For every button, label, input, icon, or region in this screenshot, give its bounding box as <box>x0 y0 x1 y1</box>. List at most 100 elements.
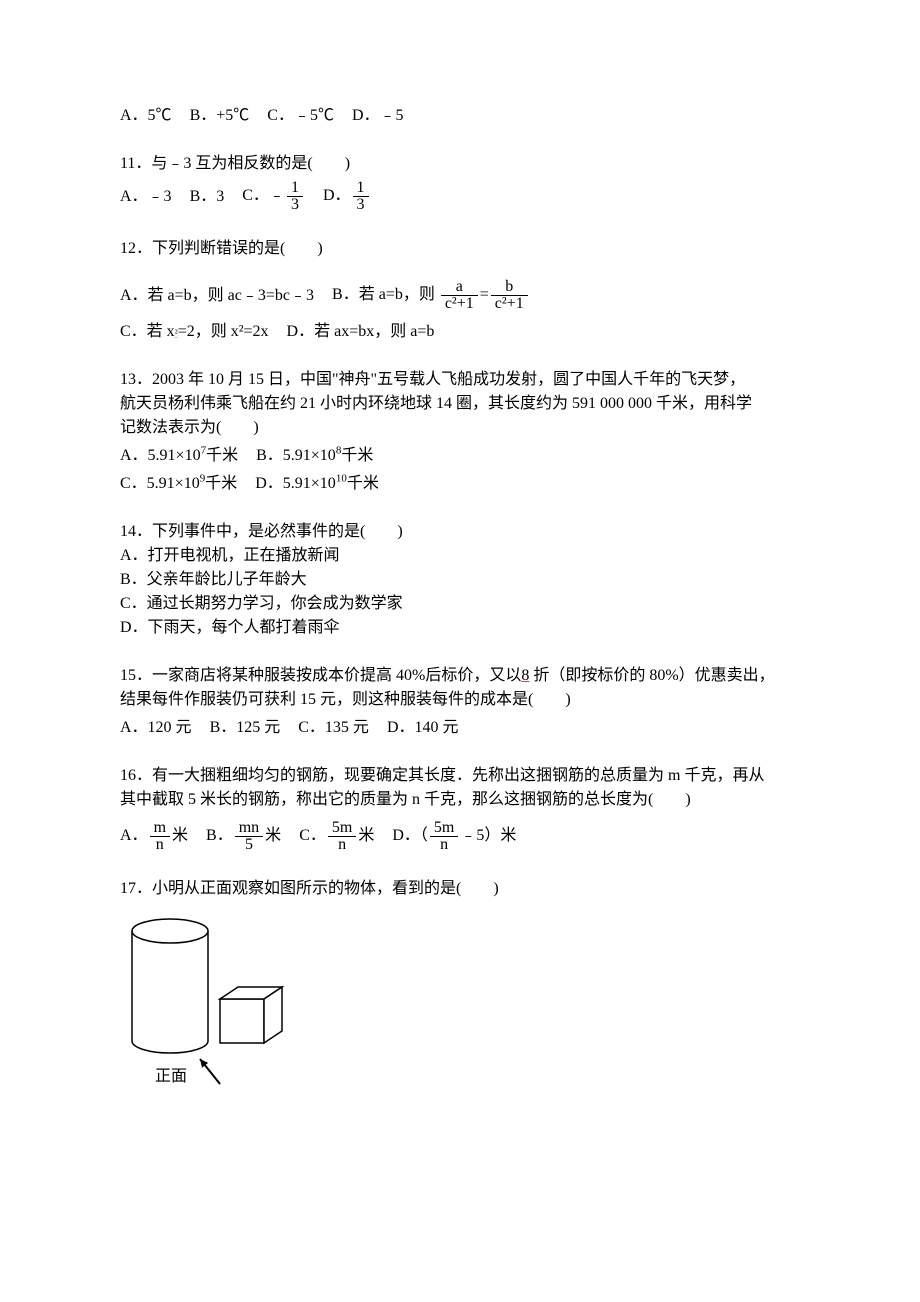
opt13a-t: 千米 <box>206 447 238 464</box>
stem-15-l1: 15．一家商店将某种服装按成本价提高 40%后标价，又以8 折（即按标价的 80… <box>120 664 810 688</box>
frac-16-b: mn5 <box>235 820 263 853</box>
option-11-d-prefix: D． <box>323 187 351 204</box>
stem-11: 11．与﹣3 互为相反数的是( ) <box>120 152 810 176</box>
opt13c-p: C．5.91×10 <box>120 475 200 492</box>
options-16: A．mn米 B．mn5米 C．5mn米 D．（5mn﹣5）米 <box>120 820 810 853</box>
opt16c-p: C． <box>299 827 326 844</box>
options-13-row2: C．5.91×109千米 D．5.91×1010千米 <box>120 472 810 496</box>
option-15-d: D．140 元 <box>387 716 459 740</box>
frac16b-den: 5 <box>235 837 263 853</box>
frac16c-den: n <box>328 837 356 853</box>
option-11-b: B．3 <box>190 185 225 209</box>
opt16b-t: 米 <box>265 827 281 844</box>
option-15-c: C．135 元 <box>298 716 369 740</box>
option-15-a: A．120 元 <box>120 716 192 740</box>
option-16-c: C．5mn米 <box>299 820 374 853</box>
option-11-a: A．﹣3 <box>120 185 172 209</box>
opt16d-t: ）米 <box>484 827 516 844</box>
option-10-c: C．﹣5℃ <box>267 104 334 128</box>
figure-17: 正面 <box>120 909 810 1097</box>
question-11: 11．与﹣3 互为相反数的是( ) A．﹣3 B．3 C．﹣13 D．13 <box>120 152 810 213</box>
option-12-b-prefix: B．若 a=b，则 <box>332 286 439 303</box>
opt13b-t: 千米 <box>341 447 373 464</box>
question-15: 15．一家商店将某种服装按成本价提高 40%后标价，又以8 折（即按标价的 80… <box>120 664 810 740</box>
question-14: 14．下列事件中，是必然事件的是( ) A．打开电视机，正在播放新闻 B．父亲年… <box>120 520 810 640</box>
frac16a-den: n <box>150 837 170 853</box>
stem-12: 12．下列判断错误的是( ) <box>120 237 810 261</box>
opt16a-p: A． <box>120 827 148 844</box>
stem-17: 17．小明从正面观察如图所示的物体，看到的是( ) <box>120 877 810 901</box>
fraction-12-b-right: bc²+1 <box>491 279 528 312</box>
frac-11-d-num: 1 <box>353 180 369 197</box>
options-15: A．120 元 B．125 元 C．135 元 D．140 元 <box>120 716 810 740</box>
opt13d-s: 10 <box>336 473 347 485</box>
option-15-b: B．125 元 <box>210 716 281 740</box>
frac16b-num: mn <box>235 820 263 837</box>
options-10: A．5℃ B．+5℃ C．﹣5℃ D．﹣5 <box>120 104 810 128</box>
options-11: A．﹣3 B．3 C．﹣13 D．13 <box>120 180 810 213</box>
stem-13-l3: 记数法表示为( ) <box>120 416 810 440</box>
frac-12-br-num: b <box>491 279 528 296</box>
option-14-c: C．通过长期努力学习，你会成为数学家 <box>120 592 810 616</box>
frac-16-d: 5mn <box>430 820 458 853</box>
option-10-a: A．5℃ <box>120 104 172 128</box>
frac16d-num: 5m <box>430 820 458 837</box>
option-12-c: C．若 x²=2，则 x²=2x <box>120 320 269 344</box>
options-13-row1: A．5.91×107千米 B．5.91×108千米 <box>120 444 810 468</box>
option-12-b: B．若 a=b，则 ac²+1=bc²+1 <box>332 279 530 312</box>
stem-16-l1: 16．有一大捆粗细均匀的钢筋，现要确定其长度．先称出这捆钢筋的总质量为 m 千克… <box>120 764 810 788</box>
frac16c-num: 5m <box>328 820 356 837</box>
frac-12-bl-num: a <box>441 279 478 296</box>
option-13-a: A．5.91×107千米 <box>120 444 238 468</box>
option-10-b: B．+5℃ <box>190 104 250 128</box>
stem-13-l2: 航天员杨利伟乘飞船在约 21 小时内环绕地球 14 圈，其长度约为 591 00… <box>120 392 810 416</box>
frac-11-c-num: 1 <box>287 180 303 197</box>
stem-13-l1: 13．2003 年 10 月 15 日，中国"神舟"五号载人飞船成功发射，圆了中… <box>120 368 810 392</box>
option-16-d: D．（5mn﹣5）米 <box>392 820 516 853</box>
svg-text:正面: 正面 <box>155 1068 187 1085</box>
opt13c-t: 千米 <box>205 475 237 492</box>
stem-15-l2: 结果每件作服装仍可获利 15 元，则这种服装每件的成本是( ) <box>120 688 810 712</box>
option-10-d: D．﹣5 <box>352 104 404 128</box>
option-11-c: C．﹣13 <box>242 180 305 213</box>
frac-16-c: 5mn <box>328 820 356 853</box>
opt16d-mid: ﹣5 <box>460 827 484 844</box>
frac-11-c-den: 3 <box>287 197 303 213</box>
frac16a-num: m <box>150 820 170 837</box>
stem-15-l1b: 折（即按标价的 80%）优惠卖出， <box>529 667 774 684</box>
option-13-d: D．5.91×1010千米 <box>255 472 379 496</box>
question-13: 13．2003 年 10 月 15 日，中国"神舟"五号载人飞船成功发射，圆了中… <box>120 368 810 496</box>
stem-16-l2: 其中截取 5 米长的钢筋，称出它的质量为 n 千克，那么这捆钢筋的总长度为( ) <box>120 788 810 812</box>
frac-12-bl-den: c²+1 <box>441 296 478 312</box>
option-16-b: B．mn5米 <box>206 820 281 853</box>
option-14-a: A．打开电视机，正在播放新闻 <box>120 544 810 568</box>
opt13d-t: 千米 <box>347 475 379 492</box>
option-13-c: C．5.91×109千米 <box>120 472 237 496</box>
option-11-c-prefix: C．﹣ <box>242 187 285 204</box>
option-12-c-suffix: =2，则 x²=2x <box>178 323 269 340</box>
opt13a-p: A．5.91×10 <box>120 447 201 464</box>
fraction-12-b-left: ac²+1 <box>441 279 478 312</box>
options-12-row1: A．若 a=b，则 ac﹣3=bc﹣3 B．若 a=b，则 ac²+1=bc²+… <box>120 279 810 312</box>
frac-11-d-den: 3 <box>353 197 369 213</box>
opt16b-p: B． <box>206 827 233 844</box>
option-16-a: A．mn米 <box>120 820 188 853</box>
question-10-options: A．5℃ B．+5℃ C．﹣5℃ D．﹣5 <box>120 104 810 128</box>
option-14-d: D．下雨天，每个人都打着雨伞 <box>120 616 810 640</box>
opt13d-p: D．5.91×10 <box>255 475 336 492</box>
opt13b-p: B．5.91×10 <box>256 447 336 464</box>
options-12-row2: C．若 x²=2，则 x²=2x D．若 ax=bx，则 a=b <box>120 320 810 344</box>
figure-17-svg: 正面 <box>120 909 290 1089</box>
question-16: 16．有一大捆粗细均匀的钢筋，现要确定其长度．先称出这捆钢筋的总质量为 m 千克… <box>120 764 810 853</box>
fraction-11-d: 13 <box>353 180 369 213</box>
opt16d-p: D．（ <box>392 827 428 844</box>
frac16d-den: n <box>430 837 458 853</box>
stem-15-l1a: 15．一家商店将某种服装按成本价提高 40%后标价，又以 <box>120 667 521 684</box>
option-13-b: B．5.91×108千米 <box>256 444 373 468</box>
option-12-a: A．若 a=b，则 ac﹣3=bc﹣3 <box>120 284 314 308</box>
opt16c-t: 米 <box>358 827 374 844</box>
option-12-d: D．若 ax=bx，则 a=b <box>287 320 435 344</box>
option-14-b: B．父亲年龄比儿子年龄大 <box>120 568 810 592</box>
opt16a-t: 米 <box>172 827 188 844</box>
option-12-c-prefix: C．若 x <box>120 323 175 340</box>
